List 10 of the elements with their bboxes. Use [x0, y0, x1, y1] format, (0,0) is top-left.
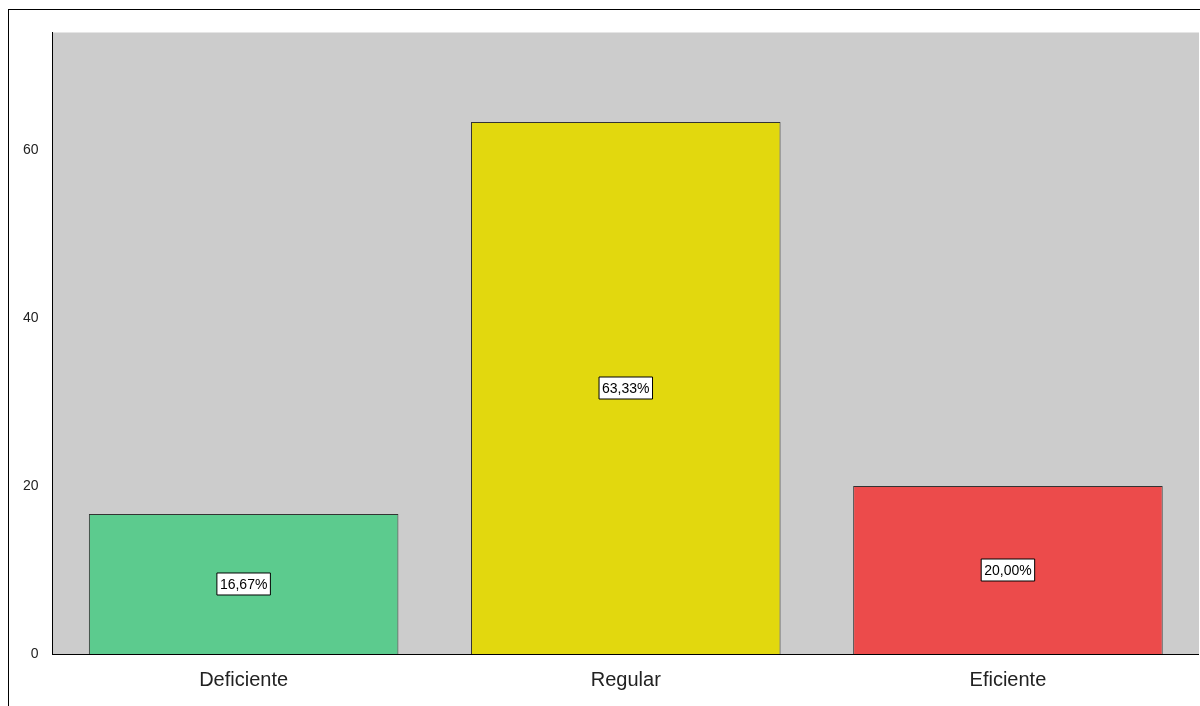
- data-label: 16,67%: [219, 575, 268, 592]
- x-tick-label: Regular: [590, 667, 662, 690]
- data-label: 63,33%: [602, 379, 650, 396]
- y-tick-label: 40: [22, 308, 39, 325]
- y-tick-label: 60: [22, 140, 39, 157]
- y-tick-label: 0: [30, 644, 39, 661]
- data-label: 20,00%: [984, 561, 1032, 578]
- y-tick-label: 20: [22, 476, 39, 493]
- x-tick-label: Deficiente: [199, 667, 289, 690]
- x-tick-label: Eficiente: [969, 667, 1047, 690]
